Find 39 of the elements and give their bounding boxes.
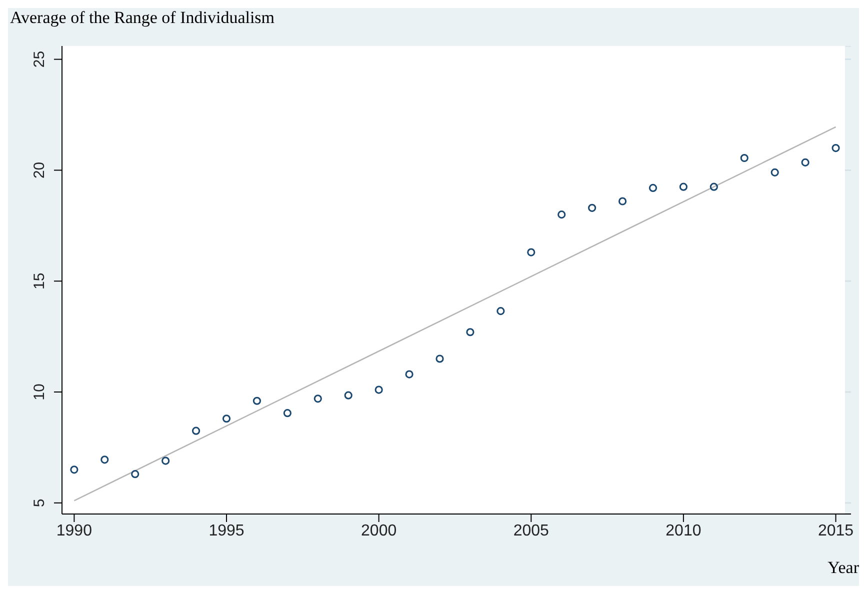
point [679, 182, 688, 191]
point [252, 396, 262, 405]
point [405, 370, 414, 378]
x-tick-label: 2000 [361, 522, 397, 540]
x-tick-label: 2015 [818, 522, 854, 540]
point [314, 394, 322, 403]
point [436, 354, 444, 363]
point [527, 248, 536, 256]
y-tick-label: 10 [31, 384, 48, 400]
point [100, 456, 109, 464]
point [710, 182, 718, 191]
point [283, 409, 292, 418]
point [466, 328, 474, 336]
point [740, 154, 748, 162]
y-tick-label: 5 [31, 498, 48, 508]
point [70, 466, 78, 474]
x-tick-label: 1990 [56, 522, 92, 540]
x-axis-title: Year [828, 558, 859, 578]
y-tick-label: 20 [31, 162, 48, 179]
point [558, 210, 566, 219]
point [374, 386, 383, 394]
point [496, 307, 505, 316]
point [618, 197, 627, 206]
point [162, 456, 170, 465]
point [770, 168, 779, 176]
point [648, 184, 658, 192]
point [588, 204, 596, 212]
point [832, 144, 840, 152]
x-tick-label: 2005 [513, 522, 550, 540]
point [222, 414, 231, 423]
x-tick-label: 2010 [666, 522, 702, 540]
point [192, 426, 200, 435]
y-tick-label: 25 [31, 50, 48, 68]
point [131, 470, 140, 478]
point [344, 391, 352, 400]
x-tick-label: 1995 [208, 522, 244, 540]
y-tick-label: 15 [31, 272, 48, 290]
point [801, 158, 810, 166]
chart-title: Average of the Range of Individualism [10, 8, 275, 28]
